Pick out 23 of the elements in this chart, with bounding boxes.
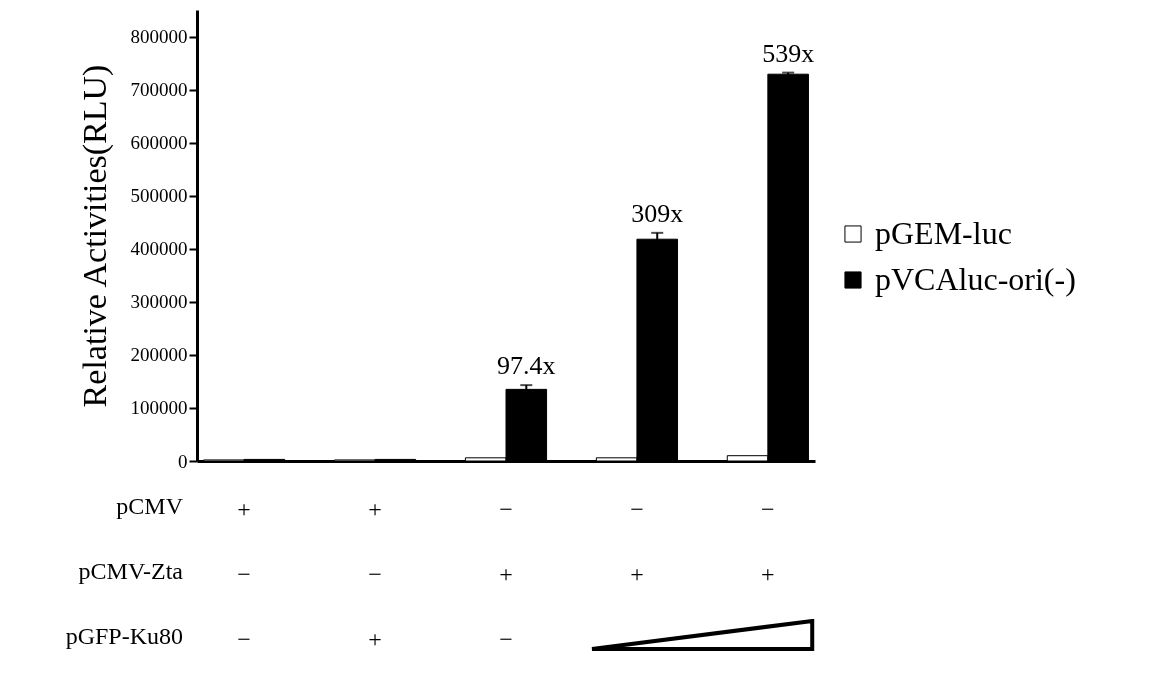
y-tick-label: 300000 [130,291,188,313]
category-label: + − − [237,495,251,652]
y-tick-label: 800000 [130,26,188,48]
y-tick-label: 600000 [130,132,188,154]
y-tick-label: 500000 [130,185,188,207]
category-label: + − + [368,495,382,652]
y-tick-label: 700000 [130,79,188,101]
annotation: 539x [762,38,815,68]
legend-label: pGEM-luc [875,215,1012,251]
text: pGFP-Ku80 [65,623,183,649]
text: pCMV [116,493,184,519]
y-tick-label: 0 [178,450,188,472]
category-label: − + [630,495,644,587]
y-axis-title: Relative Activities(RLU) [75,64,114,408]
text: pCMV-Zta [78,558,184,584]
annotation: 309x [631,198,684,228]
legend-label: pVCAluc-ori(-) [875,261,1076,297]
y-tick-label: 400000 [130,238,188,260]
annotation: 97.4x [497,351,556,381]
y-tick-label: 200000 [130,344,188,366]
category-label: − + [761,495,775,587]
y-tick-label: 100000 [130,397,188,419]
category-label: − + − [499,495,513,652]
